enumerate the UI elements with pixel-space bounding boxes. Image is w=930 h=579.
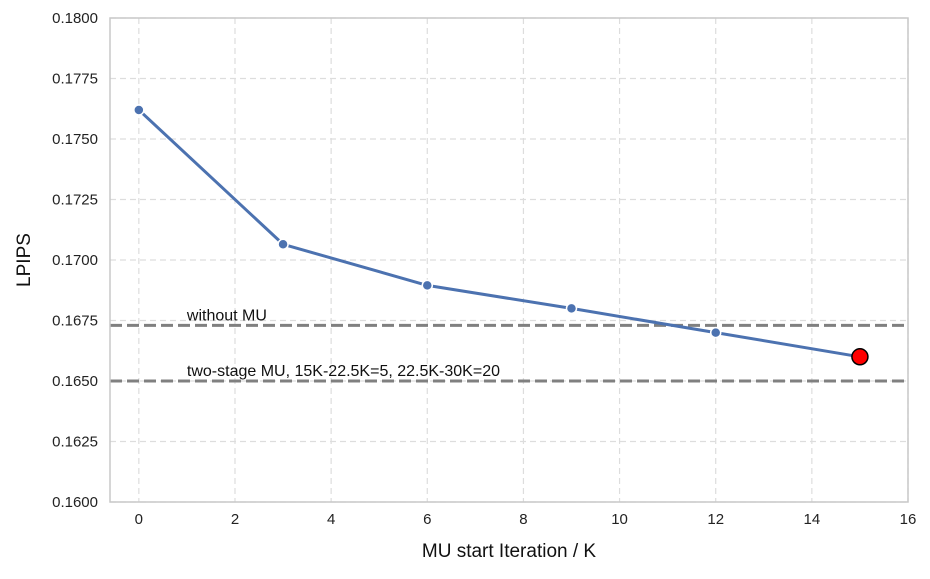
series — [133, 104, 869, 366]
y-tick-label: 0.1725 — [52, 192, 98, 209]
x-tick-label: 4 — [327, 511, 335, 528]
x-tick-label: 14 — [804, 511, 821, 528]
y-tick-label: 0.1800 — [52, 10, 98, 27]
plot-frame — [109, 17, 909, 503]
data-point — [277, 238, 289, 251]
reference-line-label: without MU — [186, 307, 267, 324]
data-point — [421, 279, 434, 292]
y-tick-label: 0.1600 — [52, 494, 98, 511]
grid — [110, 17, 909, 503]
x-tick-label: 16 — [900, 511, 917, 528]
y-tick-label: 0.1775 — [52, 71, 98, 88]
data-point — [133, 104, 145, 116]
y-tick-label: 0.1675 — [52, 313, 98, 330]
series-line — [137, 108, 861, 359]
y-tick-label: 0.1625 — [52, 434, 98, 451]
y-tick-label: 0.1700 — [52, 252, 98, 269]
data-point — [709, 326, 722, 339]
x-tick-label: 10 — [611, 511, 628, 528]
reference-lines: without MU two-stage MU, 15K-22.5K=5, 22.… — [110, 307, 908, 383]
x-tick-label: 6 — [423, 511, 431, 528]
y-tick-label: 0.1750 — [52, 131, 98, 148]
reference-line-label: two-stage MU, 15K-22.5K=5, 22.5K-30K=20 — [187, 363, 500, 380]
highlight-point — [851, 348, 869, 366]
y-tick-label: 0.1650 — [52, 373, 98, 390]
x-tick-label: 0 — [135, 511, 143, 528]
data-point — [565, 302, 578, 315]
x-tick-label: 12 — [707, 511, 724, 528]
x-tick-label: 8 — [519, 511, 527, 528]
x-tick-label: 2 — [231, 511, 239, 528]
y-axis-title: LPIPS — [14, 233, 35, 287]
tick-labels: 0 2 4 6 8 10 12 14 16 0.1600 0.1625 0.1650 0.1675 0.1… — [52, 10, 916, 528]
x-axis-title: MU start Iteration / K — [422, 541, 597, 562]
